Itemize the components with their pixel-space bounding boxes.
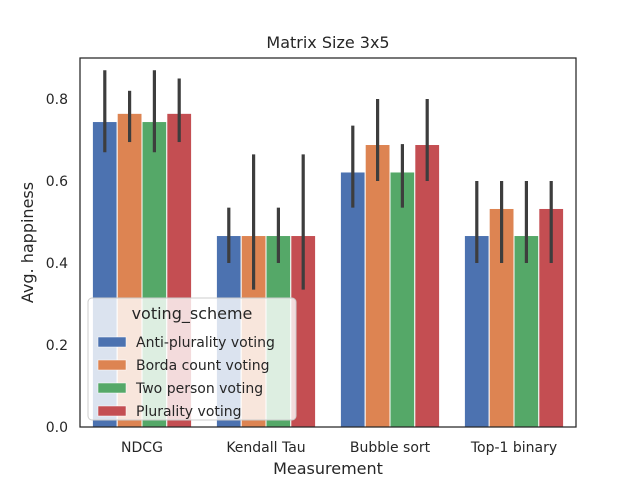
- y-tick-label: 0.4: [46, 256, 68, 272]
- legend-label: Anti-plurality voting: [136, 335, 275, 351]
- plot-frame: [79, 57, 577, 428]
- legend-label: Borda count voting: [136, 358, 270, 374]
- legend-label: Two person voting: [135, 381, 263, 397]
- bar: [463, 235, 490, 428]
- bar: [364, 144, 391, 428]
- legend-swatch: [97, 382, 127, 394]
- legend-swatch: [97, 405, 127, 417]
- y-tick-label: 0.8: [46, 92, 68, 108]
- y-tick-label: 0.0: [46, 420, 68, 436]
- bar: [513, 235, 540, 428]
- x-tick-label: Bubble sort: [350, 440, 431, 456]
- y-tick-label: 0.2: [46, 338, 68, 354]
- x-tick-label: Top-1 binary: [470, 440, 557, 456]
- bar: [414, 144, 441, 428]
- error-bars-layer: [103, 70, 553, 290]
- y-axis: 0.0 0.2 0.4 0.6 0.8: [46, 92, 68, 436]
- chart-title: Matrix Size 3x5: [266, 33, 389, 52]
- legend-swatch: [97, 359, 127, 371]
- y-tick-label: 0.6: [46, 174, 68, 190]
- x-tick-label: Kendall Tau: [226, 440, 305, 456]
- x-axis: NDCG Kendall Tau Bubble sort Top-1 binary: [121, 440, 557, 456]
- bar: [339, 171, 366, 428]
- x-axis-label: Measurement: [273, 459, 383, 478]
- bar: [389, 171, 416, 428]
- legend: voting_scheme Anti-plurality voting Borda …: [87, 297, 297, 421]
- legend-label: Plurality voting: [136, 404, 242, 420]
- legend-title: voting_scheme: [132, 304, 253, 324]
- x-tick-label: NDCG: [121, 440, 163, 456]
- legend-swatch: [97, 336, 127, 348]
- y-axis-label: Avg. happiness: [18, 182, 37, 303]
- legend-box: [87, 297, 297, 421]
